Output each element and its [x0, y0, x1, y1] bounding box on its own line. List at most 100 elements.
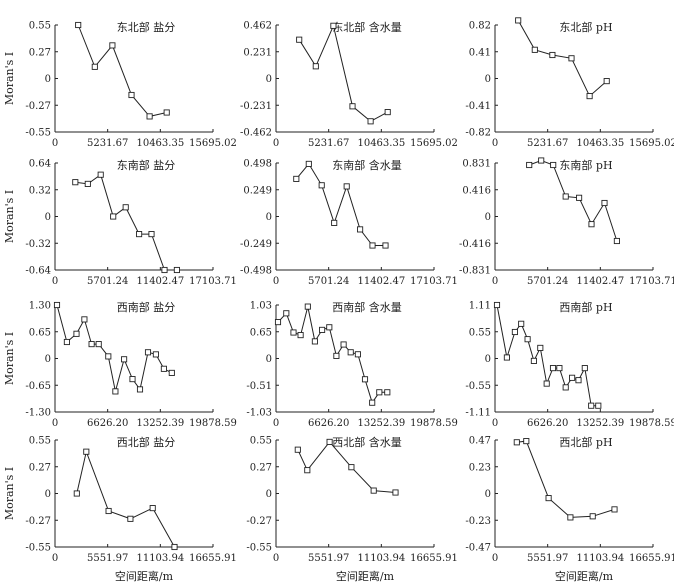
x-tick-label: 17103.71 — [410, 276, 458, 287]
y-tick-label: -0.55 — [25, 128, 51, 139]
y-tick-label: -0.498 — [240, 266, 272, 277]
y-tick-label: -0.32 — [25, 239, 51, 250]
data-point — [569, 374, 576, 381]
x-tick-label: 17103.71 — [189, 276, 237, 287]
x-tick-label: 19878.59 — [410, 418, 458, 429]
panel-title: 西北部 pH — [559, 435, 612, 449]
data-point — [161, 266, 168, 274]
y-tick-label: 0 — [45, 354, 51, 365]
y-tick-label: 0 — [45, 489, 51, 500]
data-point — [513, 439, 520, 446]
y-tick-label: -0.27 — [25, 516, 51, 527]
data-point — [128, 91, 135, 99]
x-tick-label: 0 — [52, 553, 58, 564]
y-tick-label: -0.23 — [465, 516, 491, 527]
data-point — [613, 237, 620, 245]
panel-9: 1.110.550-0.55-1.110 6626.20 13252.39 19878… — [465, 300, 674, 429]
data-point — [549, 51, 556, 59]
data-point — [318, 182, 325, 189]
data-point — [550, 161, 557, 169]
data-point — [370, 487, 377, 494]
data-point — [293, 175, 300, 182]
y-tick-label: 0.55 — [250, 436, 272, 447]
data-point — [603, 78, 610, 85]
y-tick-label: 0 — [45, 212, 51, 223]
data-point — [149, 505, 156, 512]
series-line — [76, 449, 175, 548]
x-axis-label: 空间距离/m — [555, 569, 614, 583]
x-tick-label: 0 — [273, 418, 279, 429]
data-point — [311, 338, 318, 345]
panel-title: 东北部 pH — [559, 20, 612, 34]
y-tick-label: -0.41 — [465, 101, 491, 112]
x-tick-label: 15695.02 — [189, 138, 237, 149]
data-point — [568, 55, 575, 62]
data-point — [304, 467, 311, 474]
data-point — [384, 109, 391, 116]
data-point — [274, 319, 282, 326]
data-point — [84, 180, 91, 187]
data-point — [171, 543, 178, 551]
y-tick-label: -1.30 — [25, 408, 51, 419]
series-line — [56, 304, 173, 392]
data-point — [312, 63, 319, 70]
x-tick-label: 5231.67 — [308, 138, 349, 149]
data-point — [88, 341, 95, 348]
x-tick-label: 5701.24 — [87, 276, 128, 287]
data-point — [110, 213, 117, 220]
y-tick-label: 0 — [485, 489, 491, 500]
data-point — [357, 226, 364, 233]
data-point — [376, 389, 383, 396]
data-point — [109, 42, 116, 49]
y-tick-label: 0.55 — [29, 436, 51, 447]
panel-title: 西北部 盐分 — [117, 435, 176, 449]
panel-title: 西南部 含水量 — [332, 300, 402, 314]
data-point — [305, 160, 312, 167]
x-tick-label: 16655.91 — [629, 553, 674, 564]
data-point — [348, 464, 355, 471]
y-tick-label: 1.30 — [29, 301, 51, 312]
x-tick-label: 13252.39 — [576, 418, 624, 429]
panel-7: 1.300.650-0.65-1.300 6626.20 13252.39 19878… — [3, 300, 237, 429]
x-tick-label: 11103.94 — [576, 553, 624, 564]
x-tick-label: 5701.24 — [527, 276, 568, 287]
data-point — [537, 344, 544, 351]
y-tick-label: 0.41 — [469, 47, 491, 58]
y-tick-label: 0.498 — [243, 159, 272, 170]
x-tick-label: 0 — [492, 418, 498, 429]
y-tick-label: -0.55 — [25, 543, 51, 554]
series-line — [75, 173, 177, 271]
data-point — [556, 365, 563, 372]
data-point — [515, 17, 522, 24]
data-point — [549, 365, 557, 372]
y-tick-label: 0.55 — [469, 327, 491, 338]
data-point — [526, 161, 533, 169]
y-tick-label: -0.55 — [465, 381, 491, 392]
data-point — [326, 324, 333, 331]
panel-8: 1.030.650-0.51-1.030 6626.20 13252.39 19878… — [246, 300, 458, 429]
y-tick-label: 0.82 — [469, 21, 491, 32]
data-point — [523, 438, 530, 445]
series-line — [298, 24, 388, 122]
series-line — [516, 440, 615, 518]
x-tick-label: 0 — [273, 138, 279, 149]
data-point — [361, 376, 369, 383]
x-tick-label: 5701.24 — [308, 276, 349, 287]
x-tick-label: 6626.20 — [527, 418, 568, 429]
data-point — [296, 36, 303, 43]
data-point — [83, 448, 90, 455]
y-axis-label: Moran's I — [3, 467, 16, 520]
data-point — [105, 353, 112, 360]
x-tick-label: 15695.02 — [629, 138, 674, 149]
x-tick-label: 5551.97 — [87, 553, 128, 564]
x-tick-label: 16655.91 — [410, 553, 458, 564]
y-tick-label: 0 — [485, 212, 491, 223]
data-point — [586, 93, 593, 100]
data-point — [319, 326, 326, 333]
y-tick-label: -0.416 — [459, 239, 491, 250]
y-tick-label: 0.47 — [469, 436, 491, 447]
data-point — [173, 266, 180, 274]
